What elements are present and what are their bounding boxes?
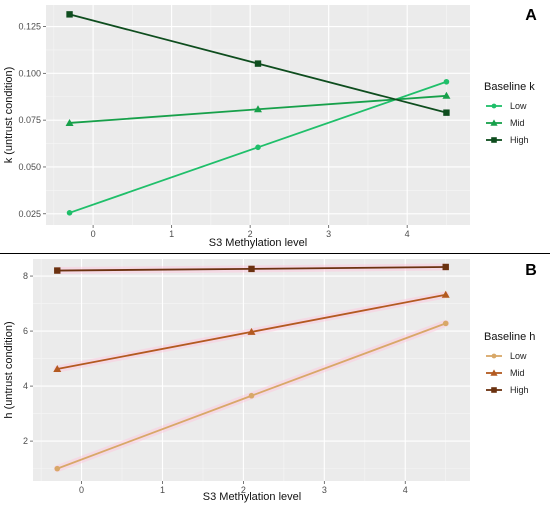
x-tick-label: 4 xyxy=(403,485,408,495)
legend-label-low: Low xyxy=(510,101,527,111)
legend-label-high: High xyxy=(510,385,529,395)
data-point-low xyxy=(66,210,73,216)
data-point-high xyxy=(66,11,73,18)
y-tick-label: 0.025 xyxy=(18,209,41,219)
panel-a: 0 1 2 3 4 0.025 0.050 0.075 0.100 0.125 S3 Methyla… xyxy=(3,5,537,249)
data-point-low xyxy=(255,144,261,151)
data-point-mid xyxy=(247,327,256,335)
y-tick-label: 0.050 xyxy=(18,162,41,172)
y-axis-label: k (untrust condition) xyxy=(3,67,15,164)
x-axis-label: S3 Methylation level xyxy=(203,491,301,503)
data-point-low xyxy=(442,320,449,327)
x-tick-label: 0 xyxy=(91,229,96,239)
legend-key-marker-low xyxy=(491,353,497,359)
data-point-low xyxy=(54,465,61,472)
x-tick-label: 2 xyxy=(248,229,253,239)
x-tick-label: 3 xyxy=(322,485,327,495)
legend-key-marker-high xyxy=(491,137,497,143)
y-tick-label: 2 xyxy=(23,436,28,446)
legend-key-marker-mid xyxy=(490,369,498,376)
legend-label-mid: Mid xyxy=(510,368,525,378)
data-point-high xyxy=(54,267,61,274)
legend-key-marker-low xyxy=(491,103,497,109)
x-tick-label: 4 xyxy=(405,229,410,239)
panel-b: 0 1 2 3 4 2 4 6 8 S3 Methylation level h (untrust … xyxy=(3,259,537,503)
y-tick-label: 4 xyxy=(23,381,28,391)
data-point-high xyxy=(248,265,255,273)
data-point-mid xyxy=(254,105,262,113)
data-point-mid xyxy=(53,365,62,373)
data-point-low xyxy=(443,78,450,85)
plot-background xyxy=(33,259,470,481)
legend-title: Baseline h xyxy=(484,331,535,343)
panel-label: B xyxy=(525,262,537,279)
legend-label-mid: Mid xyxy=(510,118,525,128)
data-point-mid xyxy=(442,91,451,99)
legend-key-marker-high xyxy=(491,387,497,393)
legend: Baseline h Low Mid High xyxy=(484,331,535,395)
data-point-high xyxy=(443,109,450,116)
legend-title: Baseline k xyxy=(484,81,535,93)
data-point-high xyxy=(442,263,449,271)
legend-label-high: High xyxy=(510,135,529,145)
panel-label: A xyxy=(525,7,537,24)
data-point-low xyxy=(248,392,255,399)
legend-label-low: Low xyxy=(510,351,527,361)
y-tick-label: 0.075 xyxy=(18,115,41,125)
x-tick-label: 2 xyxy=(241,485,246,495)
y-tick-label: 0.100 xyxy=(18,68,41,78)
data-point-mid xyxy=(441,290,450,298)
data-point-high xyxy=(254,60,262,67)
data-point-mid xyxy=(65,118,74,126)
y-tick-label: 0.125 xyxy=(18,22,41,32)
x-tick-label: 3 xyxy=(326,229,331,239)
y-tick-label: 8 xyxy=(23,271,28,281)
y-tick-label: 6 xyxy=(23,326,28,336)
legend-key-marker-mid xyxy=(490,119,498,126)
x-axis-label: S3 Methylation level xyxy=(209,237,307,249)
x-tick-label: 0 xyxy=(79,485,84,495)
legend: Baseline k Low Mid High xyxy=(484,81,535,145)
x-tick-label: 1 xyxy=(160,485,165,495)
y-axis-label: h (untrust condition) xyxy=(3,321,15,418)
plot-background xyxy=(46,5,470,225)
x-tick-label: 1 xyxy=(169,229,174,239)
